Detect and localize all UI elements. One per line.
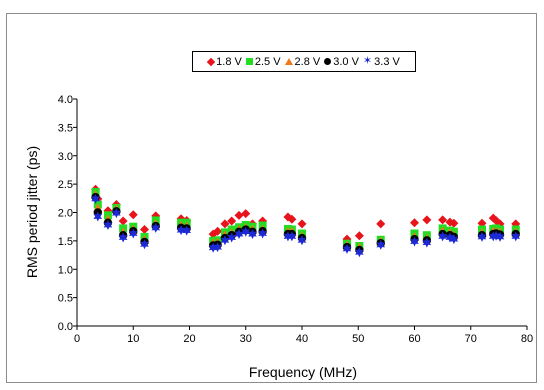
- legend-item: ✶ 3.3 V: [363, 56, 400, 68]
- data-point-series-5: [227, 232, 237, 243]
- data-point-series-5: [103, 219, 113, 230]
- y-tick-label: 3.5: [58, 122, 73, 134]
- data-point-series-5: [234, 229, 244, 240]
- data-point-series-5: [248, 229, 257, 240]
- data-point-series-5: [258, 228, 267, 239]
- data-point-series-5: [491, 230, 501, 241]
- legend-label: 2.5 V: [254, 55, 281, 68]
- y-tick-label: 4.0: [58, 94, 73, 106]
- x-axis-label: Frequency (MHz): [249, 364, 357, 380]
- data-point-series-5: [445, 232, 455, 243]
- data-point-series-1: [438, 215, 448, 225]
- data-point-series-5: [112, 208, 121, 219]
- data-point-series-5: [91, 193, 100, 204]
- data-point-series-1: [118, 216, 128, 226]
- data-point-series-5: [93, 211, 103, 222]
- data-point-series-1: [220, 219, 230, 229]
- legend-square-icon: [245, 58, 253, 65]
- data-point-series-1: [422, 215, 432, 225]
- x-tick-label: 20: [183, 333, 195, 345]
- data-point-series-5: [376, 239, 386, 250]
- legend-circle-icon: [324, 58, 332, 65]
- legend-label: 1.8 V: [216, 55, 242, 68]
- data-point-series-5: [213, 242, 222, 253]
- legend-diamond-icon: [206, 57, 216, 66]
- x-tick-label: 0: [74, 333, 80, 345]
- legend-item: 2.5 V: [245, 55, 281, 68]
- x-tick-label: 80: [521, 333, 533, 345]
- data-point-series-1: [354, 231, 364, 241]
- data-point-series-1: [449, 218, 459, 228]
- data-point-series-5: [511, 231, 521, 242]
- data-point-series-1: [140, 225, 149, 235]
- data-point-series-5: [151, 222, 161, 233]
- data-point-series-1: [376, 219, 386, 229]
- y-axis-label: RMS period jitter (ps): [24, 146, 40, 278]
- data-point-series-5: [287, 231, 297, 242]
- data-point-series-5: [449, 234, 459, 245]
- legend-triangle-icon: [284, 58, 293, 65]
- x-tick-label: 30: [240, 333, 252, 345]
- y-tick-label: 0.5: [58, 293, 73, 305]
- x-tick-label: 40: [296, 333, 308, 345]
- data-point-series-5: [182, 225, 192, 236]
- data-point-series-5: [208, 242, 218, 253]
- x-tick-label: 70: [465, 333, 477, 345]
- data-point-series-1: [241, 209, 251, 219]
- legend-item: 3.0 V: [324, 56, 359, 68]
- data-point-series-5: [241, 226, 251, 237]
- legend-label: 2.8 V: [294, 55, 321, 68]
- y-tick-label: 2.5: [58, 179, 73, 191]
- legend-star-icon: ✶: [362, 55, 373, 67]
- data-point-series-5: [220, 235, 230, 246]
- data-point-series-1: [234, 210, 244, 220]
- data-point-series-5: [410, 236, 419, 247]
- data-point-series-5: [342, 243, 352, 254]
- data-point-series-5: [355, 247, 364, 258]
- y-tick-label: 1.0: [58, 264, 73, 276]
- legend-item: 1.8 V: [206, 55, 242, 68]
- data-point-series-5: [128, 228, 138, 239]
- legend-label: 3.3 V: [374, 55, 400, 68]
- data-point-series-5: [297, 235, 307, 246]
- data-point-series-5: [477, 231, 487, 242]
- y-tick-label: 0.0: [58, 321, 73, 333]
- data-point-series-5: [283, 231, 293, 242]
- y-tick-label: 1.5: [58, 236, 73, 248]
- data-point-series-1: [128, 210, 138, 220]
- x-tick-label: 60: [408, 333, 420, 345]
- legend-label: 3.0 V: [333, 55, 359, 68]
- y-tick-label: 3.0: [58, 151, 73, 163]
- data-point-series-1: [227, 216, 237, 226]
- data-point-series-5: [495, 231, 505, 242]
- data-point-series-5: [438, 231, 447, 242]
- data-points: [91, 184, 521, 258]
- chart-legend: 1.8 V 2.5 V 2.8 V 3.0 V ✶ 3.3 V: [192, 51, 416, 72]
- data-point-series-1: [297, 219, 307, 229]
- data-point-series-5: [422, 237, 432, 248]
- plot-axes: [76, 99, 527, 327]
- legend-item: 2.8 V: [284, 55, 321, 68]
- data-point-series-5: [140, 239, 149, 250]
- data-point-series-1: [287, 214, 297, 224]
- x-tick-label: 50: [352, 333, 364, 345]
- data-point-series-1: [213, 226, 223, 236]
- data-point-series-5: [118, 232, 128, 243]
- axis-ticks: 0.0 0.5 1.0 1.5 2.0 2.5 3.0 3.5 4.0 0 10 20 30 40 50 60…: [58, 94, 533, 345]
- data-point-series-1: [410, 218, 419, 228]
- data-point-series-5: [176, 225, 186, 236]
- y-tick-label: 2.0: [58, 208, 73, 220]
- x-tick-label: 10: [127, 333, 139, 345]
